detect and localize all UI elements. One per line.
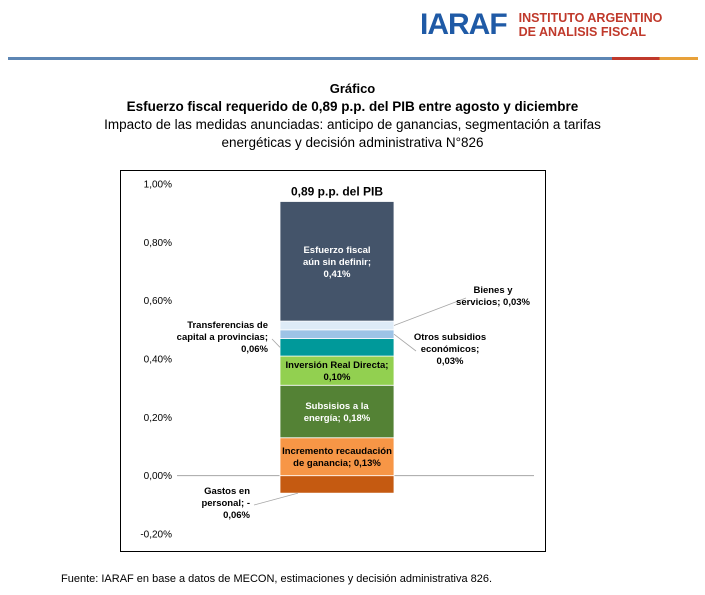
leader-line-6 [393, 333, 417, 352]
bar-segment-1 [279, 475, 395, 494]
segment-label-5-line-3: 0,06% [241, 344, 268, 355]
segment-label-8-line-2: aún sin definir; [303, 257, 371, 268]
y-tick-label: 0,40% [144, 355, 172, 366]
bar-segment-6 [279, 329, 395, 339]
leader-line-7 [393, 297, 467, 326]
bar-segment-8 [279, 201, 395, 322]
header-divider-blue [8, 57, 612, 60]
source-note: Fuente: IARAF en base a datos de MECON, … [61, 573, 493, 585]
stacked-bar-chart: -0,20% 0,00% 0,20% 0,40% 0,60% 0,80% 1,00% 0,89… [120, 170, 546, 552]
leader-line-1 [253, 492, 299, 506]
header-divider-accent [612, 57, 698, 60]
y-tick-label: 0,60% [144, 296, 172, 307]
header-divider [8, 57, 698, 60]
figure-kicker: Gráfico [329, 81, 376, 96]
org-line-1: INSTITUTO ARGENTINO [518, 11, 663, 25]
segment-label-2-line-2: de ganancia; 0,13% [293, 458, 381, 469]
segment-label-8-line-1: Esfuerzo fiscal [303, 245, 370, 256]
segment-label-3-line-2: energía; 0,18% [304, 413, 371, 424]
segment-label-4-line-1: Inversión Real Directa; [286, 360, 389, 371]
figure-heading: Gráfico Esfuerzo fiscal requerido de 0,8… [0, 80, 705, 152]
segment-label-7-line-2: servicios; 0,03% [456, 297, 530, 308]
segment-label-1-line-1: Gastos en [204, 486, 250, 497]
y-tick-label: 0,20% [144, 413, 172, 424]
segment-label-1-line-3: 0,06% [223, 510, 250, 521]
bar-segment-7 [279, 320, 395, 331]
figure-title: Esfuerzo fiscal requerido de 0,89 p.p. d… [126, 99, 579, 114]
iaraf-logo: IARAF INSTITUTO ARGENTINO DE ANALISIS FI… [420, 8, 662, 42]
leader-line-5 [271, 338, 281, 348]
segment-label-7-line-1: Bienes y [473, 285, 513, 296]
logo-mark: IARAF [420, 8, 508, 41]
bar-segment-5 [279, 338, 395, 357]
org-line-2: DE ANALISIS FISCAL [518, 25, 646, 39]
chart-title: 0,89 p.p. del PIB [291, 185, 383, 199]
segment-label-8-line-3: 0,41% [324, 269, 351, 280]
segment-label-3-line-1: Subsisios a la [305, 401, 369, 412]
segment-label-1-line-2: personal; - [201, 498, 250, 509]
y-tick-label: -0,20% [140, 530, 172, 541]
y-tick-label: 1,00% [144, 180, 172, 191]
figure-subtitle: Impacto de las medidas anunciadas: antic… [104, 117, 601, 150]
segment-label-5-line-2: capital a provincias; [177, 332, 268, 343]
segment-label-5-line-1: Transferencias de [187, 320, 268, 331]
segment-label-2-line-1: Incremento recaudación [282, 446, 392, 457]
bar-segment-2 [279, 437, 395, 477]
organization-name: INSTITUTO ARGENTINO DE ANALISIS FISCAL [519, 11, 663, 39]
y-tick-label: 0,80% [144, 238, 172, 249]
segment-label-4-line-2: 0,10% [324, 372, 351, 383]
segment-label-6-line-1: Otros subsidios [414, 332, 486, 343]
segment-label-6-line-2: económicos; [421, 344, 480, 355]
y-tick-label: 0,00% [144, 471, 172, 482]
bar-segment-4 [279, 355, 395, 386]
segment-label-6-line-3: 0,03% [437, 356, 464, 367]
